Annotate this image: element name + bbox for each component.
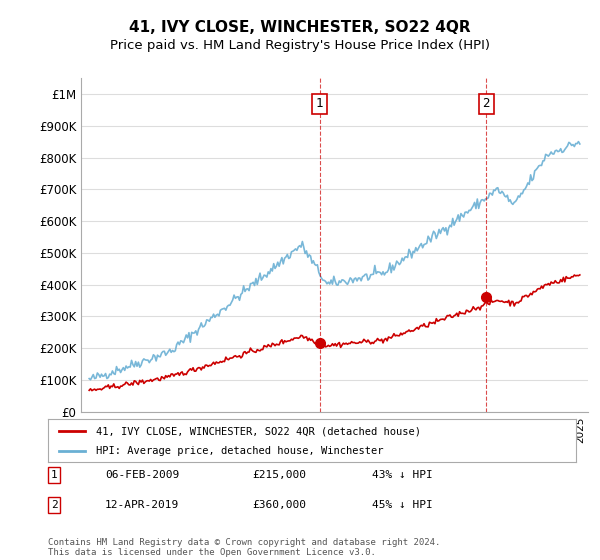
Text: 1: 1 [50, 470, 58, 480]
Text: 41, IVY CLOSE, WINCHESTER, SO22 4QR (detached house): 41, IVY CLOSE, WINCHESTER, SO22 4QR (det… [95, 426, 421, 436]
Text: 2: 2 [50, 500, 58, 510]
Text: 12-APR-2019: 12-APR-2019 [105, 500, 179, 510]
Text: 41, IVY CLOSE, WINCHESTER, SO22 4QR: 41, IVY CLOSE, WINCHESTER, SO22 4QR [129, 20, 471, 35]
Text: Contains HM Land Registry data © Crown copyright and database right 2024.
This d: Contains HM Land Registry data © Crown c… [48, 538, 440, 557]
Text: £215,000: £215,000 [252, 470, 306, 480]
Text: 1: 1 [316, 97, 323, 110]
Text: Price paid vs. HM Land Registry's House Price Index (HPI): Price paid vs. HM Land Registry's House … [110, 39, 490, 52]
Text: 43% ↓ HPI: 43% ↓ HPI [372, 470, 433, 480]
Text: HPI: Average price, detached house, Winchester: HPI: Average price, detached house, Winc… [95, 446, 383, 456]
Text: 06-FEB-2009: 06-FEB-2009 [105, 470, 179, 480]
Text: 45% ↓ HPI: 45% ↓ HPI [372, 500, 433, 510]
Text: £360,000: £360,000 [252, 500, 306, 510]
Text: 2: 2 [482, 97, 490, 110]
